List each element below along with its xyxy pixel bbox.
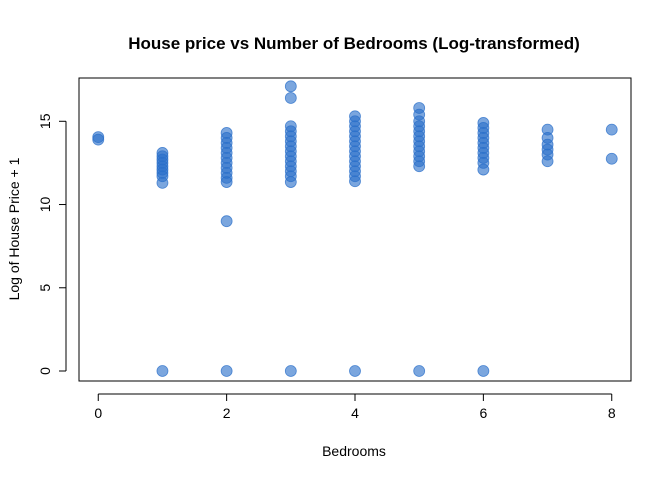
x-tick-label: 0 [94, 405, 102, 421]
data-point [92, 133, 105, 146]
data-point [541, 155, 554, 168]
x-axis-label: Bedrooms [322, 443, 386, 459]
y-tick-label: 15 [37, 113, 53, 129]
data-point [284, 176, 297, 188]
data-point [413, 365, 426, 377]
data-point [156, 365, 169, 377]
data-point [156, 176, 169, 189]
data-point [284, 80, 297, 93]
chart-title: House price vs Number of Bedrooms (Log-t… [128, 34, 580, 53]
data-point [220, 365, 233, 377]
data-point [605, 152, 618, 165]
data-point [349, 175, 361, 188]
data-point [477, 365, 490, 377]
y-axis: 0 5 10 15 [37, 113, 67, 375]
plot-frame [78, 77, 632, 382]
data-point [477, 163, 490, 176]
data-point [220, 215, 233, 228]
y-tick-label: 10 [37, 197, 53, 213]
x-tick-label: 6 [479, 405, 487, 421]
x-tick-label: 4 [351, 405, 359, 421]
data-point [284, 365, 297, 377]
x-axis: 0 2 4 6 8 [94, 393, 616, 421]
data-points [92, 80, 618, 377]
y-tick-label: 0 [37, 367, 53, 375]
data-point [284, 92, 297, 104]
data-point [220, 176, 233, 188]
y-tick-label: 5 [37, 284, 53, 292]
y-axis-label: Log of House Price + 1 [6, 157, 22, 300]
data-point [349, 365, 361, 377]
x-tick-label: 2 [223, 405, 231, 421]
x-tick-label: 8 [608, 405, 616, 421]
data-point [413, 160, 426, 173]
data-point [605, 123, 618, 136]
